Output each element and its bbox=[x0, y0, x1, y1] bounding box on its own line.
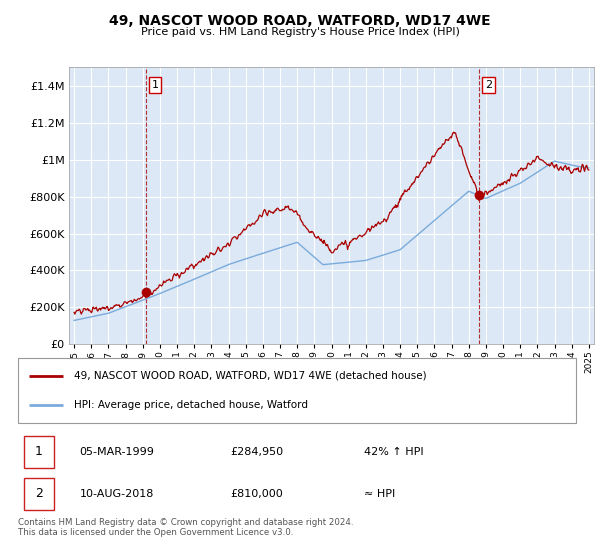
Text: ≈ HPI: ≈ HPI bbox=[364, 489, 395, 499]
Text: Price paid vs. HM Land Registry's House Price Index (HPI): Price paid vs. HM Land Registry's House … bbox=[140, 27, 460, 37]
FancyBboxPatch shape bbox=[23, 436, 54, 468]
Text: 49, NASCOT WOOD ROAD, WATFORD, WD17 4WE: 49, NASCOT WOOD ROAD, WATFORD, WD17 4WE bbox=[109, 14, 491, 28]
Text: 49, NASCOT WOOD ROAD, WATFORD, WD17 4WE (detached house): 49, NASCOT WOOD ROAD, WATFORD, WD17 4WE … bbox=[74, 371, 427, 381]
FancyBboxPatch shape bbox=[23, 478, 54, 510]
Text: 1: 1 bbox=[35, 445, 43, 459]
Text: 05-MAR-1999: 05-MAR-1999 bbox=[79, 447, 154, 457]
Text: 10-AUG-2018: 10-AUG-2018 bbox=[79, 489, 154, 499]
Text: 1: 1 bbox=[152, 80, 158, 90]
FancyBboxPatch shape bbox=[18, 358, 576, 423]
Text: 2: 2 bbox=[35, 487, 43, 501]
Text: 42% ↑ HPI: 42% ↑ HPI bbox=[364, 447, 424, 457]
Text: 2: 2 bbox=[485, 80, 492, 90]
Text: £810,000: £810,000 bbox=[230, 489, 283, 499]
Text: HPI: Average price, detached house, Watford: HPI: Average price, detached house, Watf… bbox=[74, 400, 308, 410]
Text: Contains HM Land Registry data © Crown copyright and database right 2024.
This d: Contains HM Land Registry data © Crown c… bbox=[18, 518, 353, 538]
Text: £284,950: £284,950 bbox=[230, 447, 283, 457]
